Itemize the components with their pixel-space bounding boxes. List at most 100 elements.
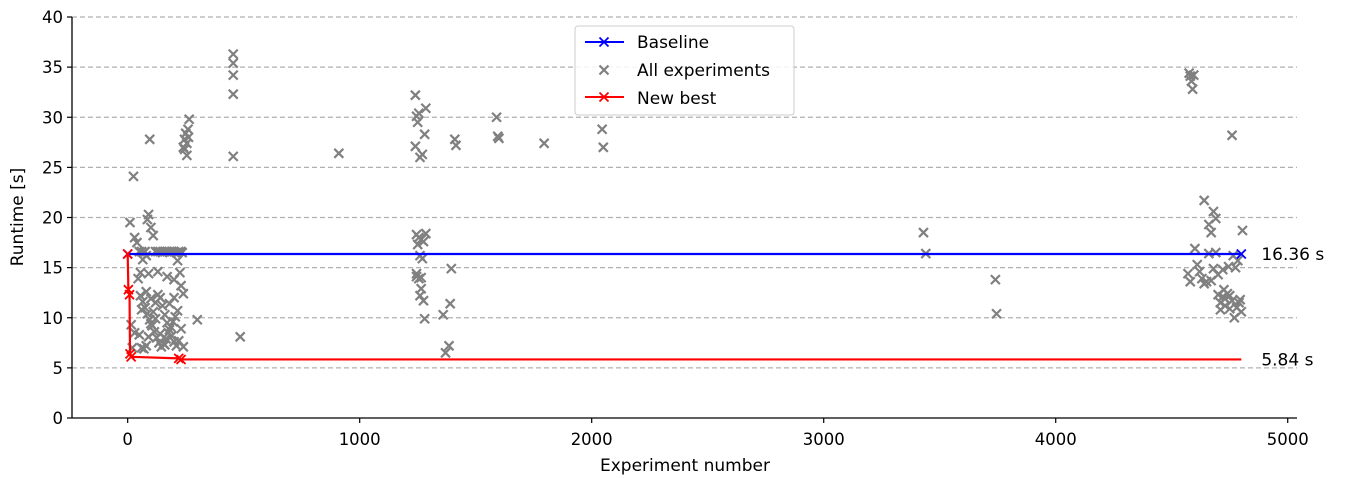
experiment-point-92: [179, 144, 190, 155]
experiment-point-97: [227, 57, 239, 69]
y-tick-label-10: 10: [42, 309, 63, 328]
x-tick-label-1000: 1000: [339, 430, 381, 449]
experiment-point-72: [145, 293, 157, 304]
legend: Baseline All experiments New best: [574, 25, 795, 116]
legend-entry-new-best: New best: [585, 89, 717, 109]
experiment-point-50: [169, 311, 181, 323]
experiment-point-187: [1226, 130, 1238, 141]
y-tick-label-20: 20: [42, 209, 63, 228]
experiment-point-51: [172, 305, 183, 317]
tick-labels: 0 5 10 15 20 25 30 35 40 0 1000 2000 3000 4000 5000: [42, 8, 1309, 449]
y-tick-label-30: 30: [42, 108, 63, 127]
experiment-point-185: [1234, 294, 1246, 305]
experiment-point-189: [1219, 293, 1231, 304]
experiment-point-111: [420, 102, 432, 114]
series-lines: [122, 248, 1247, 365]
x-tick-label-4000: 4000: [1035, 430, 1077, 449]
experiment-point-66: [166, 330, 178, 342]
new-best-marker-3: [124, 348, 136, 359]
experiment-point-148: [1187, 83, 1198, 95]
experiment-point-80: [143, 268, 154, 279]
experiment-point-3: [131, 237, 143, 248]
y-axis-title: Runtime [s]: [8, 168, 28, 267]
legend-all-experiments-marker: [598, 64, 610, 76]
experiment-point-83: [129, 327, 140, 339]
experiment-point-64: [161, 317, 173, 329]
experiment-point-149: [1188, 69, 1200, 81]
experiment-point-78: [175, 323, 187, 335]
y-tick-label-40: 40: [42, 8, 63, 27]
experiment-point-5: [135, 267, 146, 278]
new-best-marker-0: [122, 248, 133, 260]
experiment-point-96: [227, 48, 239, 60]
experiment-point-89: [181, 150, 193, 161]
legend-new-best-label: New best: [637, 89, 717, 109]
experiment-point-71: [140, 286, 152, 297]
experiment-point-190: [1224, 290, 1235, 301]
end-value-labels: 16.36 s 5.84 s: [1261, 245, 1324, 370]
experiment-point-137: [493, 133, 505, 144]
experiment-point-183: [1230, 262, 1241, 273]
baseline-end-label: 16.36 s: [1261, 245, 1324, 265]
legend-new-best-marker: [598, 91, 610, 103]
experiment-point-36: [137, 296, 149, 307]
legend-frame: [574, 25, 795, 116]
x-tick-label-3000: 3000: [803, 430, 845, 449]
experiment-point-119: [417, 253, 428, 264]
horizontal-gridlines: [72, 16, 1297, 369]
axes: [67, 16, 1297, 423]
new-best-marker-2: [124, 289, 135, 300]
experiment-point-110: [419, 129, 430, 140]
new-best-marker-4: [126, 351, 137, 362]
experiment-point-91: [183, 113, 195, 125]
experiment-point-106: [413, 107, 425, 119]
experiment-point-116: [420, 228, 432, 239]
experiment-point-103: [410, 89, 421, 101]
experiment-point-163: [1198, 195, 1210, 206]
experiment-point-33: [178, 288, 189, 299]
experiment-point-132: [446, 263, 457, 274]
experiment-point-130: [443, 340, 455, 352]
x-tick-label-2000: 2000: [571, 430, 613, 449]
experiment-point-126: [414, 290, 426, 301]
experiment-point-152: [1189, 243, 1201, 254]
all-experiments-points: [124, 48, 1248, 359]
experiment-point-105: [412, 116, 423, 128]
experiment-point-102: [333, 148, 345, 159]
experiment-point-99: [227, 88, 239, 100]
experiment-point-139: [596, 124, 608, 135]
experiment-point-135: [491, 111, 502, 123]
new-best-end-label: 5.84 s: [1261, 350, 1313, 370]
experiment-point-12: [143, 209, 154, 220]
experiment-point-186: [1237, 225, 1248, 236]
legend-entry-all-experiments: All experiments: [598, 61, 770, 81]
x-tick-label-5000: 5000: [1267, 430, 1309, 449]
legend-baseline-label: Baseline: [637, 33, 709, 53]
experiment-point-35: [135, 290, 146, 301]
experiment-point-98: [227, 69, 239, 81]
y-tick-label-25: 25: [42, 158, 63, 177]
experiment-point-165: [1205, 227, 1217, 238]
experiment-point-70: [136, 304, 147, 316]
baseline-marker-1: [1236, 248, 1247, 260]
experiment-point-127: [415, 272, 427, 283]
x-tick-label-0: 0: [122, 430, 133, 449]
experiment-point-1: [128, 171, 139, 182]
experiment-point-141: [918, 227, 929, 238]
experiment-point-82: [161, 271, 173, 282]
experiment-point-94: [183, 132, 194, 143]
legend-baseline-marker: [598, 36, 610, 48]
experiment-point-166: [1208, 206, 1219, 217]
experiment-point-143: [990, 274, 1001, 285]
experiment-point-73: [150, 313, 161, 325]
experiment-point-13: [144, 134, 156, 145]
experiment-point-188: [1217, 264, 1229, 275]
experiment-point-129: [440, 347, 451, 359]
x-axis-title: Experiment number: [600, 456, 770, 476]
experiment-point-74: [154, 328, 166, 340]
experiment-point-154: [1194, 266, 1205, 277]
experiment-point-81: [152, 266, 164, 277]
experiment-point-15: [147, 230, 159, 241]
experiment-point-34: [132, 273, 144, 284]
